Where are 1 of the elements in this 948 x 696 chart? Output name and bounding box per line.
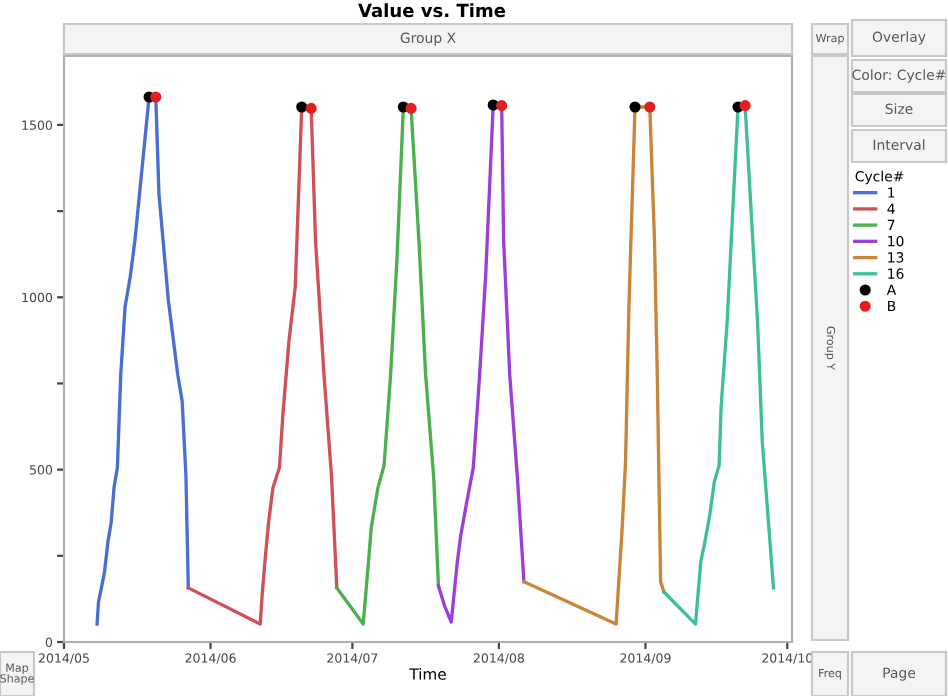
chart-title: Value vs. Time — [358, 3, 506, 18]
